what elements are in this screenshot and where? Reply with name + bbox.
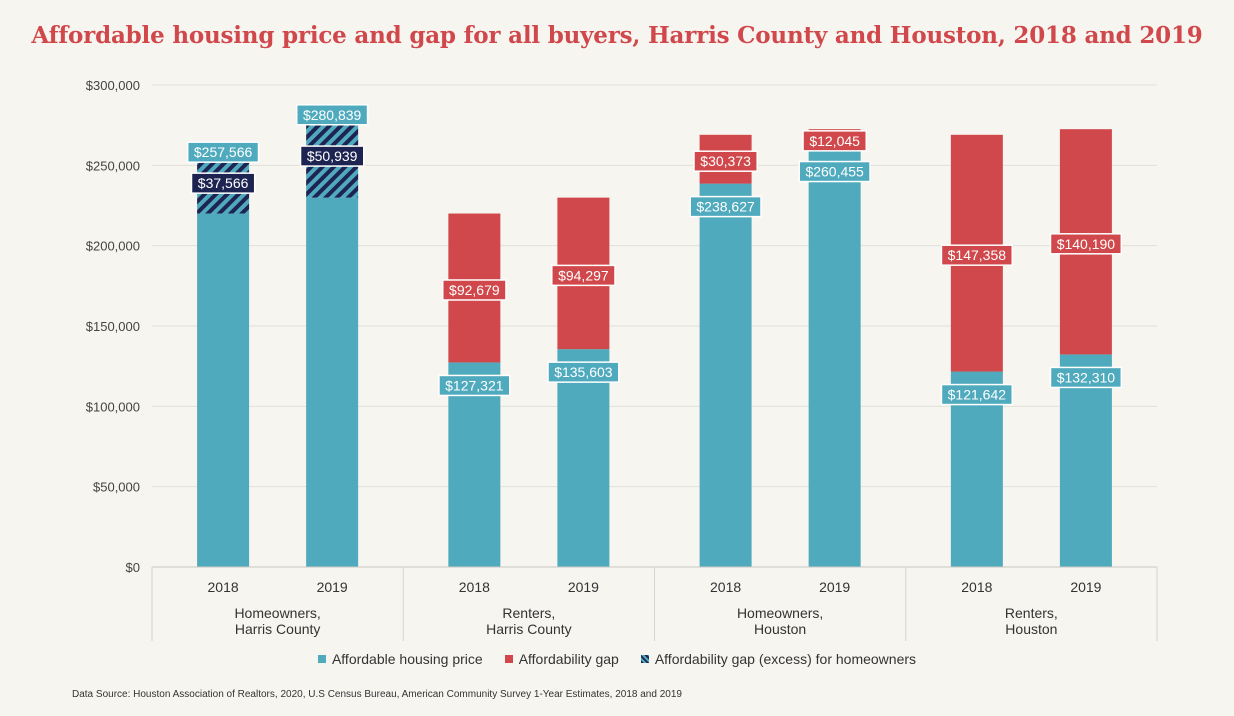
- bar-3-gap-label-bg: [551, 264, 616, 287]
- bar-3-gap-label-text: $94,297: [558, 267, 609, 283]
- group-label: Houston: [754, 621, 806, 637]
- bar-7-price-label-text: $132,310: [1057, 369, 1116, 385]
- bar-0-price-label-text: $257,566: [194, 144, 253, 160]
- bar-7-price-label-bg: [1049, 366, 1123, 389]
- legend-item-gap: Affordability gap: [504, 651, 619, 667]
- bar-3-price: [557, 349, 610, 567]
- y-tick-label: $100,000: [86, 399, 140, 414]
- bar-1-excess-label-text: $50,939: [307, 148, 358, 164]
- bar-7-price: [1059, 354, 1112, 567]
- bar-7-gap-label-text: $140,190: [1057, 236, 1116, 252]
- bar-5-gap-label-bg: [802, 130, 867, 152]
- legend-label-gap: Affordability gap: [518, 651, 619, 667]
- group-label: Homeowners,: [737, 605, 823, 621]
- group-label: Harris County: [486, 621, 572, 637]
- bar-0-price-label-bg: [186, 141, 260, 163]
- bar-5-gap-label: $12,045: [802, 130, 867, 152]
- bar-2-price: [448, 362, 501, 567]
- bar-2-price-label-bg: [438, 374, 511, 397]
- bar-0-price: [197, 213, 250, 568]
- bar-7-price-label: $132,310: [1049, 366, 1123, 389]
- gridlines: [152, 84, 1157, 488]
- bar-1-excess-label-bg: [299, 145, 365, 167]
- bar-4-price-label-text: $238,627: [696, 199, 755, 215]
- legend-item-price: Affordable housing price: [317, 651, 483, 667]
- bar-4-price-label: $238,627: [689, 195, 762, 218]
- bar-0-price-label: $257,566: [186, 141, 260, 163]
- bar-5-price-label: $260,455: [798, 160, 871, 183]
- bar-1-price: [306, 197, 359, 568]
- bars: [197, 115, 1112, 568]
- legend-swatch-price: [317, 655, 326, 663]
- bar-1-price-label-text: $280,839: [303, 107, 362, 123]
- y-tick-label: $300,000: [86, 78, 140, 93]
- bar-1-price-label-bg: [295, 104, 369, 126]
- bar-5-gap-label-text: $12,045: [809, 133, 860, 149]
- bar-2-price-label: $127,321: [438, 374, 511, 397]
- bar-0-excess-label-bg: [190, 172, 256, 194]
- bar-5-price-label-text: $260,455: [805, 164, 864, 180]
- x-tick-label: 2019: [819, 579, 850, 595]
- x-tick-label: 2018: [208, 579, 239, 595]
- bar-6-price-label-bg: [940, 383, 1014, 406]
- bar-3-gap-label: $94,297: [551, 264, 616, 287]
- y-tick-label: $50,000: [93, 480, 140, 495]
- bar-4-price-label-bg: [689, 195, 762, 218]
- x-tick-label: 2018: [961, 579, 992, 595]
- bar-4-gap-label: $30,373: [693, 150, 758, 172]
- data-labels: $257,566 $37,566 $280,839 $50,939 $127,321 $9…: [186, 104, 1123, 406]
- bar-6-price-label-text: $121,642: [948, 387, 1007, 403]
- y-tick-label: $0: [126, 560, 140, 575]
- bar-2-price-label-text: $127,321: [445, 377, 504, 393]
- bar-1-excess-label: $50,939: [299, 145, 365, 167]
- bar-3-price-label: $135,603: [547, 361, 620, 383]
- bar-3-price-label-bg: [547, 361, 620, 383]
- bar-2-gap-label: $92,679: [442, 279, 507, 301]
- bar-4-gap-label-bg: [693, 150, 758, 172]
- bar-2-gap-label-text: $92,679: [449, 282, 500, 298]
- bar-6-gap-label: $147,358: [940, 244, 1014, 266]
- axes: $0 $50,000 $100,000 $150,000 $200,000 $250,00…: [86, 78, 1158, 641]
- bar-0-excess-label-text: $37,566: [198, 175, 249, 191]
- x-tick-label: 2019: [317, 579, 348, 595]
- chart-title: Affordable housing price and gap for all…: [31, 22, 1203, 49]
- bar-4-price: [699, 183, 752, 567]
- bar-1-price-label: $280,839: [295, 104, 369, 126]
- legend-label-excess: Affordability gap (excess) for homeowner…: [654, 651, 917, 667]
- legend-swatch-gap: [504, 655, 513, 663]
- group-label: Harris County: [235, 621, 321, 637]
- bar-3-price-label-text: $135,603: [554, 364, 613, 380]
- bar-6-gap-label-text: $147,358: [948, 247, 1007, 263]
- bar-0-excess-label: $37,566: [190, 172, 256, 194]
- legend-swatch-excess: [640, 655, 649, 663]
- data-source-note: Data Source: Houston Association of Real…: [72, 689, 682, 700]
- x-tick-label: 2019: [568, 579, 599, 595]
- legend: Affordable housing price Affordability g…: [0, 651, 1234, 667]
- legend-label-price: Affordable housing price: [331, 651, 483, 667]
- group-label: Homeowners,: [234, 605, 320, 621]
- bar-2-gap-label-bg: [442, 279, 507, 301]
- group-label: Renters,: [502, 605, 555, 621]
- group-label: Houston: [1005, 621, 1057, 637]
- bar-7-gap-label: $140,190: [1049, 233, 1123, 255]
- group-label: Renters,: [1005, 605, 1058, 621]
- legend-item-excess: Affordability gap (excess) for homeowner…: [640, 651, 917, 667]
- x-tick-label: 2019: [1070, 579, 1101, 595]
- x-tick-label: 2018: [459, 579, 490, 595]
- bar-5-price: [808, 148, 861, 567]
- x-tick-label: 2018: [710, 579, 741, 595]
- y-tick-label: $150,000: [86, 319, 140, 334]
- bar-4-gap-label-text: $30,373: [700, 153, 751, 169]
- y-tick-label: $200,000: [86, 239, 140, 254]
- stacked-bar-chart: $0 $50,000 $100,000 $150,000 $200,000 $250,00…: [86, 78, 1158, 641]
- bar-6-price-label: $121,642: [940, 383, 1014, 406]
- bar-6-gap-label-bg: [940, 244, 1014, 266]
- bar-7-gap-label-bg: [1049, 233, 1123, 255]
- bar-5-price-label-bg: [798, 160, 871, 183]
- y-tick-label: $250,000: [86, 158, 140, 173]
